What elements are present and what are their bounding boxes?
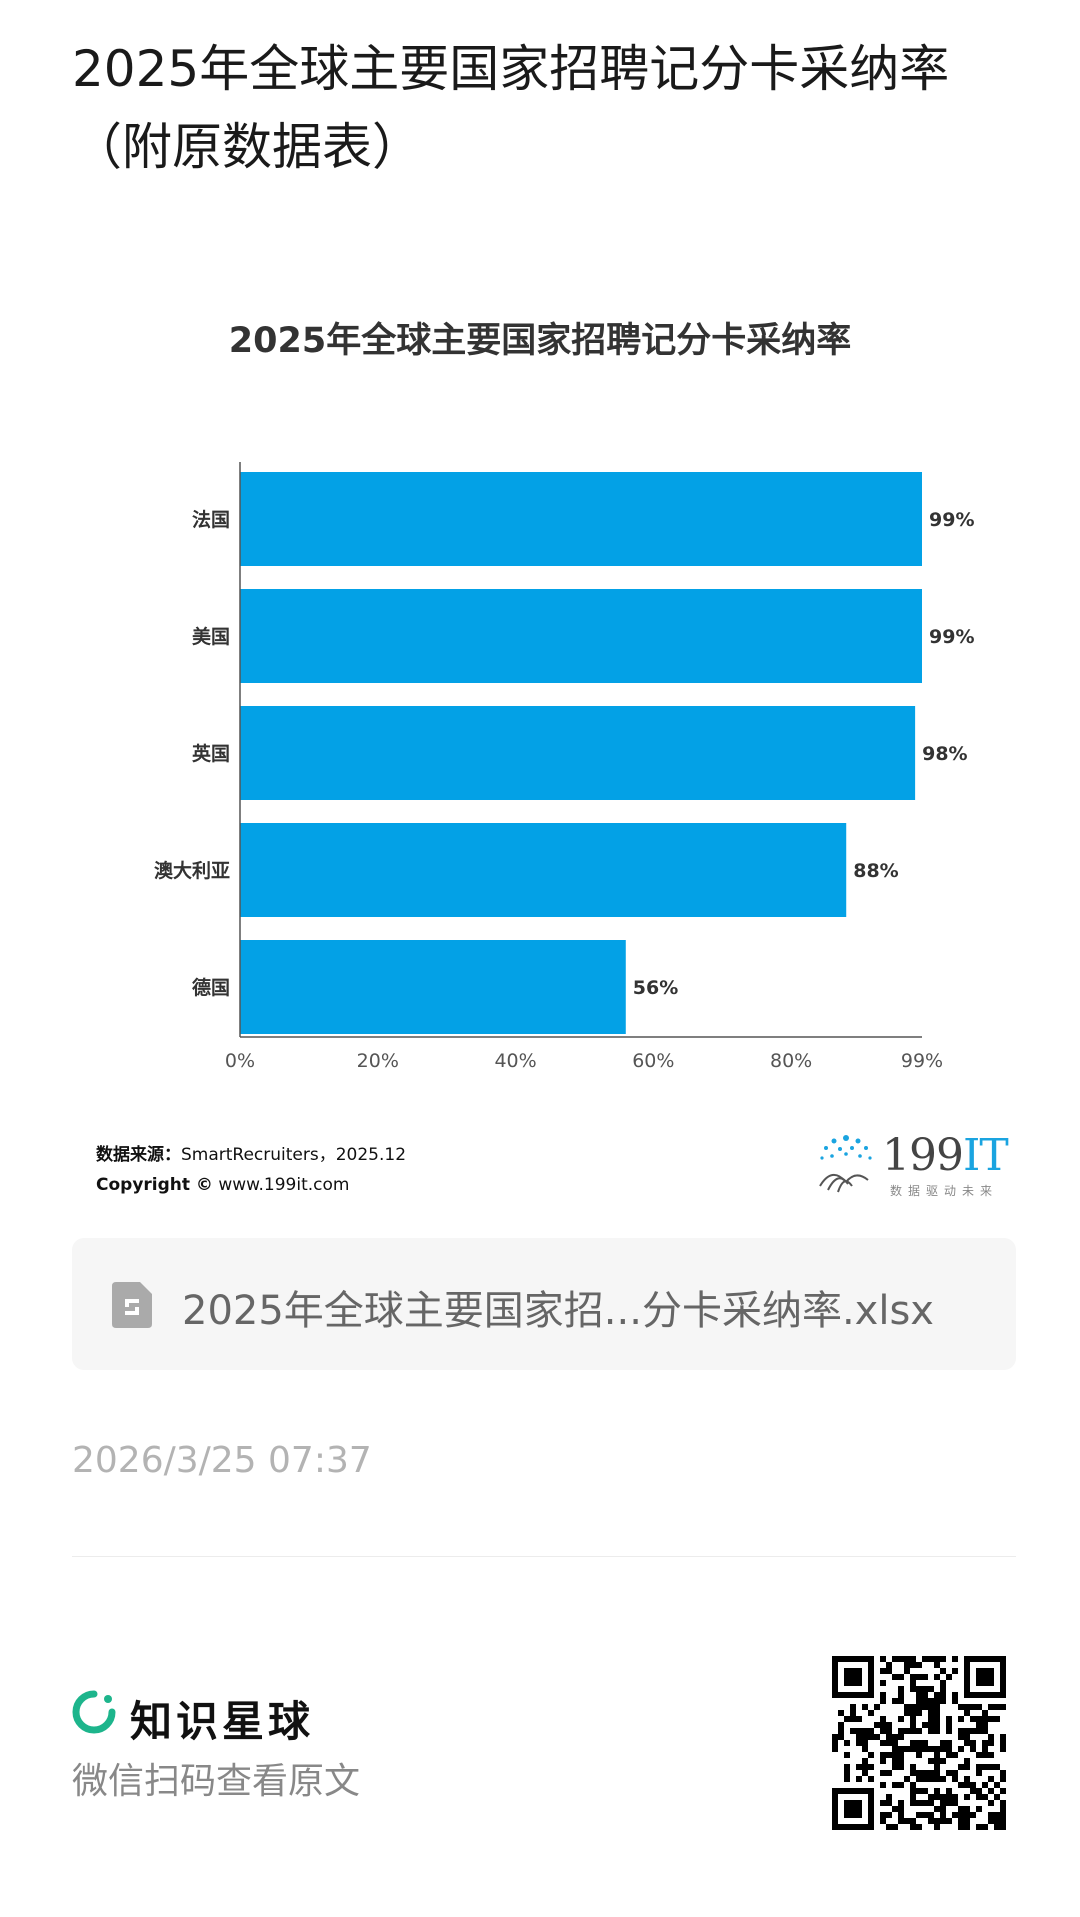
file-attachment[interactable]: 2025年全球主要国家招...分卡采纳率.xlsx — [72, 1238, 1016, 1370]
199it-logo: 199IT 数据驱动未来 — [812, 1130, 1009, 1202]
category-label: 美国 — [192, 625, 230, 648]
logo-text: 199IT — [882, 1130, 1009, 1181]
copyright-label: Copyright © — [96, 1175, 213, 1195]
brand-name: 知识星球 — [130, 1697, 315, 1746]
x-tick-label: 0% — [225, 1050, 255, 1072]
x-tick-label: 60% — [632, 1050, 674, 1072]
x-tick-label: 99% — [901, 1050, 943, 1072]
spreadsheet-file-icon — [112, 1282, 152, 1328]
data-label: 98% — [922, 743, 967, 765]
x-tick-label: 80% — [770, 1050, 812, 1072]
bar-1 — [240, 589, 922, 683]
scan-hint: 微信扫码查看原文 — [72, 1761, 361, 1802]
data-label: 56% — [633, 977, 678, 999]
zsxq-logo-icon — [72, 1690, 116, 1734]
source-label: 数据来源： — [96, 1145, 181, 1165]
category-label: 澳大利亚 — [154, 859, 230, 882]
source-block: 数据来源：SmartRecruiters，2025.12 Copyright ©… — [96, 1140, 406, 1200]
data-label: 99% — [929, 509, 974, 531]
bar-0 — [240, 472, 922, 566]
dandelion-icon — [819, 1135, 872, 1193]
category-label: 法国 — [192, 508, 230, 531]
data-label: 88% — [853, 860, 898, 882]
bar-chart: 法国 99% 美国 99% 英国 98% 澳大利亚 88% 德国 56% 0% 20% 40% 60% 80… — [154, 462, 974, 1072]
source-text: SmartRecruiters，2025.12 — [181, 1145, 407, 1165]
bar-4 — [240, 940, 626, 1034]
copyright-text: www.199it.com — [218, 1175, 350, 1195]
chart-title: 2025年全球主要国家招聘记分卡采纳率 — [228, 321, 852, 361]
x-tick-label: 40% — [494, 1050, 536, 1072]
category-label: 英国 — [192, 742, 230, 765]
page-title: 2025年全球主要国家招聘记分卡采纳率（附原数据表） — [72, 40, 950, 176]
category-label: 德国 — [192, 976, 230, 999]
file-name: 2025年全球主要国家招...分卡采纳率.xlsx — [182, 1288, 934, 1334]
divider — [72, 1556, 1016, 1557]
x-tick-label: 20% — [357, 1050, 399, 1072]
bar-2 — [240, 706, 916, 800]
qr-code-icon[interactable] — [832, 1656, 1006, 1830]
timestamp: 2026/3/25 07:37 — [72, 1440, 372, 1481]
logo-tagline: 数据驱动未来 — [890, 1184, 999, 1198]
bar-3 — [240, 823, 847, 917]
data-label: 99% — [929, 626, 974, 648]
